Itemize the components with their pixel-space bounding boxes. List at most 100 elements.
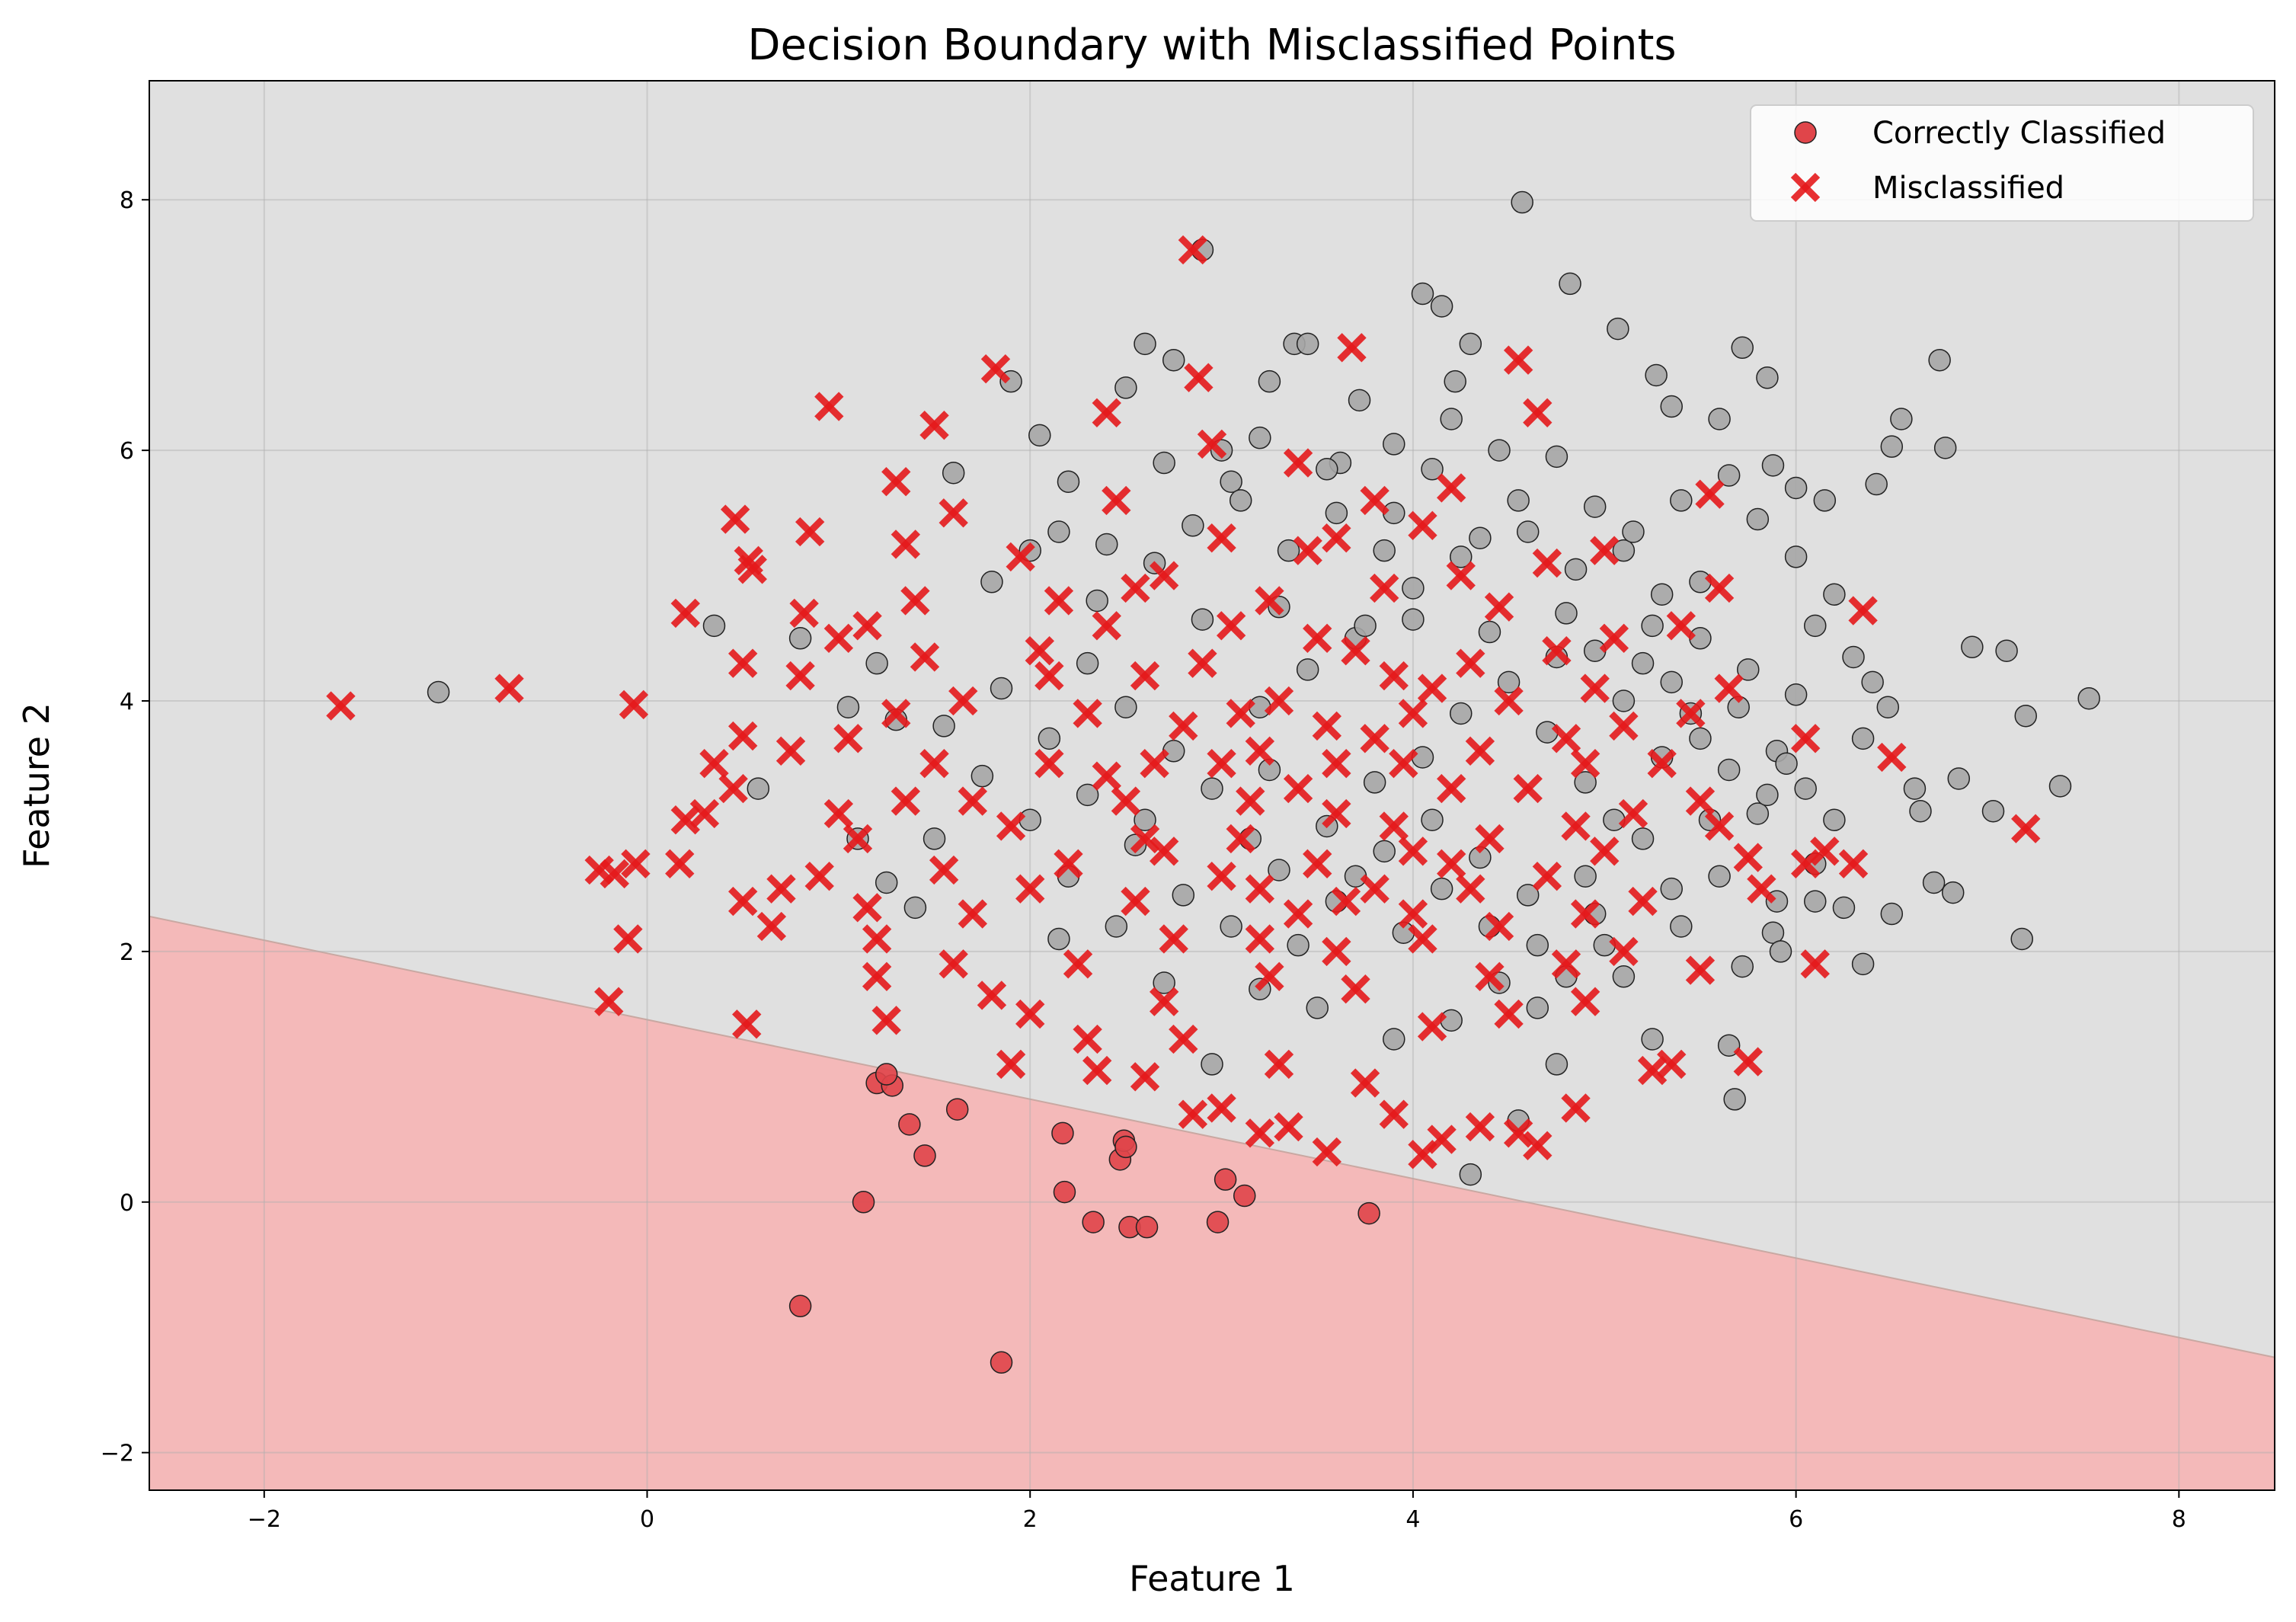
correct-point-gray xyxy=(427,680,450,704)
correct-point-red xyxy=(1206,1211,1230,1233)
correct-point-red xyxy=(1135,1215,1159,1239)
misclassified-point xyxy=(1685,786,1716,816)
misclassified-point xyxy=(1398,699,1428,728)
correct-point-gray xyxy=(1564,558,1588,581)
misclassified-point xyxy=(1245,1118,1275,1148)
misclassified-point xyxy=(1188,648,1217,678)
legend-marker-misclassified xyxy=(1790,172,1821,203)
correct-point-gray xyxy=(1737,658,1760,681)
correct-point-gray xyxy=(1645,363,1668,387)
misclassified-point xyxy=(1303,623,1332,653)
correct-point-gray xyxy=(1162,348,1185,372)
misclassified-point xyxy=(1140,749,1169,779)
misclassified-point xyxy=(1207,1093,1236,1123)
correct-point-gray xyxy=(1191,608,1214,631)
misclassified-point xyxy=(1791,849,1821,878)
correct-point-gray xyxy=(1430,295,1453,318)
misclassified-point xyxy=(1073,1024,1102,1054)
misclassified-point xyxy=(1704,573,1735,603)
misclassified-point xyxy=(862,924,892,954)
correct-point-gray xyxy=(2010,927,2033,951)
correct-point-red xyxy=(852,1191,875,1214)
correct-point-gray xyxy=(1172,884,1195,907)
region-below-boundary xyxy=(149,916,2275,1490)
misclassified-point xyxy=(919,411,949,440)
misclassified-point xyxy=(871,1006,901,1035)
misclassified-point xyxy=(1341,636,1370,666)
correct-point-gray xyxy=(2014,704,2037,728)
correct-point-gray xyxy=(1411,746,1434,769)
misclassified-point xyxy=(732,1009,762,1039)
misclassified-point xyxy=(1590,837,1620,866)
correct-point-gray xyxy=(788,627,812,650)
x-tick-label: 6 xyxy=(1789,1506,1803,1533)
misclassified-point xyxy=(1408,510,1437,540)
misclassified-point xyxy=(1149,561,1179,590)
y-tick-label: 4 xyxy=(120,689,134,715)
correct-point-gray xyxy=(1761,454,1785,477)
misclassified-point xyxy=(1226,699,1255,728)
correct-point-gray xyxy=(1593,933,1616,957)
misclassified-point xyxy=(1810,837,1840,866)
correct-point-gray xyxy=(1402,577,1425,600)
misclassified-point xyxy=(1475,824,1505,854)
y-axis-label: Feature 2 xyxy=(16,702,57,869)
correct-point-gray xyxy=(1559,272,1581,296)
misclassified-point xyxy=(804,862,834,891)
misclassified-point xyxy=(1312,1137,1341,1167)
correct-point-gray xyxy=(1526,997,1549,1019)
misclassified-point xyxy=(1580,673,1610,703)
legend-marker-correct xyxy=(1794,121,1817,144)
correct-point-gray xyxy=(1287,933,1309,957)
correct-point-gray xyxy=(1105,915,1128,938)
correct-point-gray xyxy=(1516,884,1540,907)
misclassified-point xyxy=(1513,773,1543,804)
correct-point-gray xyxy=(1047,520,1070,543)
correct-point-gray xyxy=(1851,727,1875,750)
y-tick-label: 2 xyxy=(120,939,134,966)
correct-point-gray xyxy=(1450,702,1473,725)
misclassified-point xyxy=(1791,724,1821,753)
misclassified-point xyxy=(789,598,819,629)
correct-point-gray xyxy=(1201,777,1223,800)
correct-point-gray xyxy=(1316,458,1338,481)
correct-point-gray xyxy=(1660,395,1683,418)
misclassified-point xyxy=(1695,479,1725,509)
misclassified-point xyxy=(919,749,949,779)
y-tick-label: 0 xyxy=(120,1190,134,1217)
correct-point-gray xyxy=(1268,859,1290,881)
misclassified-point xyxy=(996,811,1026,841)
misclassified-point xyxy=(1570,987,1600,1016)
misclassified-point xyxy=(1570,899,1600,929)
misclassified-point xyxy=(1685,955,1716,985)
misclassified-point xyxy=(1456,648,1485,678)
correct-point-gray xyxy=(1689,727,1712,750)
misclassified-point xyxy=(881,699,911,728)
misclassified-point xyxy=(1398,899,1428,929)
misclassified-point xyxy=(1312,711,1341,741)
misclassified-point xyxy=(862,961,892,991)
correct-point-gray xyxy=(1459,1163,1482,1186)
correct-point-gray xyxy=(1603,808,1626,831)
x-axis-label: Feature 1 xyxy=(1129,1558,1295,1599)
misclassified-point xyxy=(1082,1055,1112,1086)
misclassified-point xyxy=(1178,235,1208,265)
misclassified-point xyxy=(1121,886,1150,917)
misclassified-point xyxy=(1360,724,1389,753)
misclassified-point xyxy=(1322,936,1351,967)
correct-point-gray xyxy=(2048,775,2072,798)
correct-point-gray xyxy=(1574,771,1597,794)
correct-point-gray xyxy=(1421,808,1444,831)
misclassified-point xyxy=(1331,886,1361,917)
correct-point-gray xyxy=(1296,658,1319,681)
correct-point-gray xyxy=(1717,1034,1741,1057)
correct-point-gray xyxy=(1325,501,1348,525)
misclassified-point xyxy=(1609,711,1639,741)
x-tick-label: −2 xyxy=(248,1506,281,1533)
misclassified-point xyxy=(1637,1055,1668,1086)
misclassified-point xyxy=(1475,961,1505,991)
misclassified-point xyxy=(1322,798,1351,829)
misclassified-point xyxy=(699,749,729,779)
correct-point-gray xyxy=(1784,545,1808,568)
correct-point-gray xyxy=(1823,583,1846,606)
